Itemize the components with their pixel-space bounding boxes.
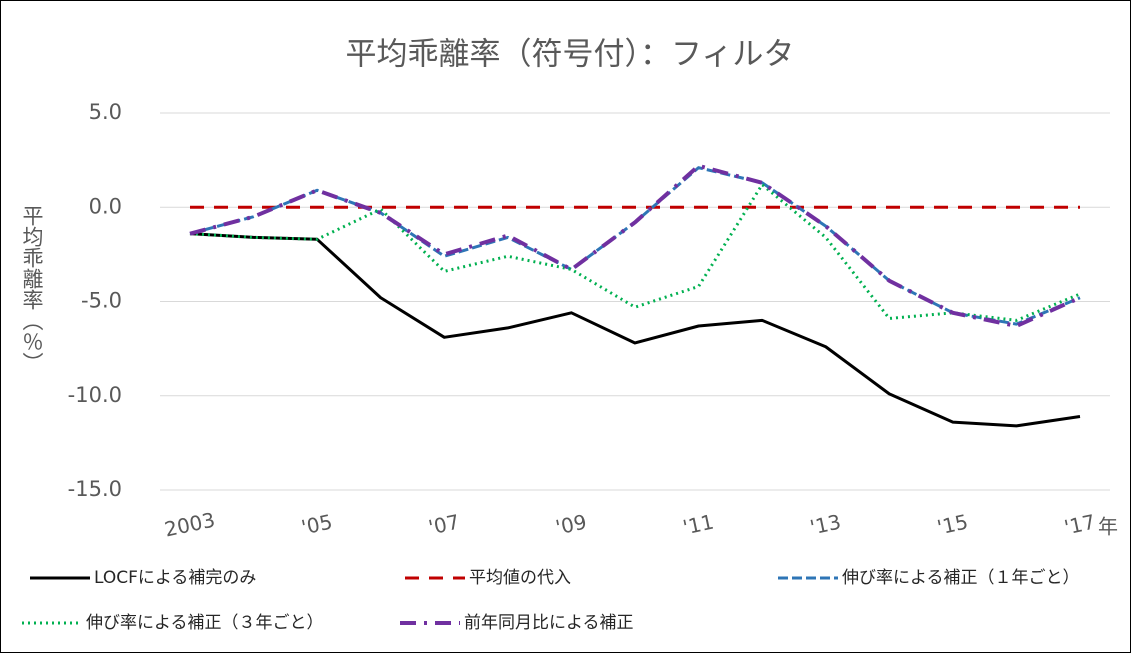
legend-label: 前年同月比による補正 [464, 613, 634, 633]
legend-label: LOCFによる補完のみ [94, 568, 256, 588]
y-tick-label: 0.0 [89, 194, 122, 218]
series-line [189, 232, 1081, 428]
series-line [189, 183, 1081, 322]
series-line [189, 163, 1081, 329]
y-tick-label: 5.0 [89, 100, 122, 124]
y-tick-label: -10.0 [68, 383, 122, 407]
y-tick-label: -5.0 [81, 289, 122, 313]
legend-label: 伸び率による補正（３年ごと） [86, 613, 324, 633]
legend-label: 平均値の代入 [469, 568, 571, 588]
chart-title: 平均乖離率（符号付）：フィルタ [346, 37, 795, 73]
y-tick-label: -15.0 [68, 477, 122, 501]
y-axis-label: 平均乖離率（％） [20, 205, 44, 373]
legend-label: 伸び率による補正（１年ごと） [842, 568, 1080, 588]
x-axis-label: 年 [1098, 515, 1118, 539]
